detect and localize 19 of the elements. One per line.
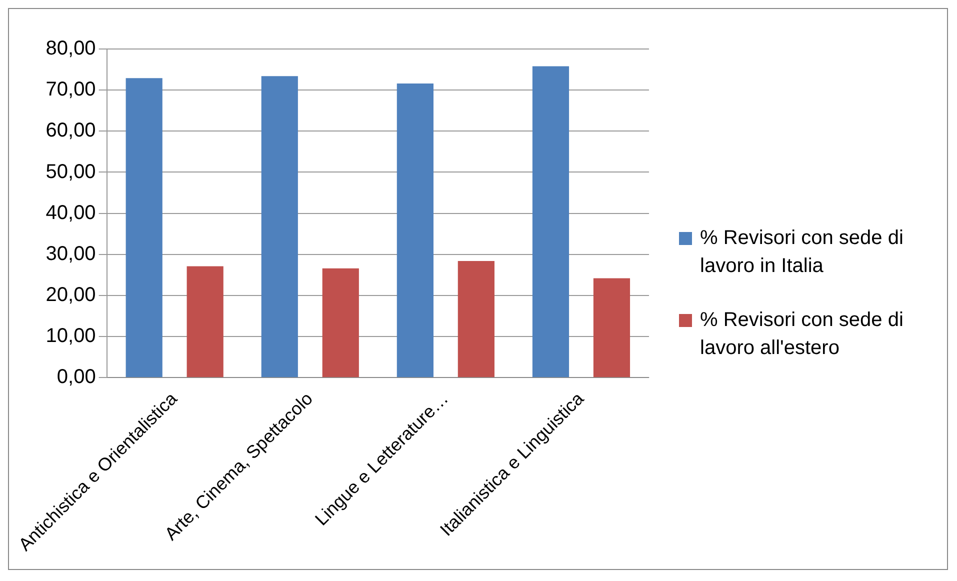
bar — [396, 84, 434, 378]
y-tick-label: 10,00 — [46, 325, 96, 348]
y-tick-label: 20,00 — [46, 284, 96, 306]
legend-label: % Revisori con sede di lavoro in Italia — [700, 226, 904, 279]
bar — [126, 78, 162, 378]
y-tick-label: 30,00 — [46, 242, 96, 265]
bar — [532, 66, 570, 378]
y-tick-label: 70,00 — [46, 78, 96, 101]
bar — [186, 266, 224, 378]
legend-label: % Revisori con sede di lavoro all'estero — [700, 308, 904, 361]
y-tick-label: 60,00 — [46, 120, 96, 142]
bar — [322, 268, 359, 378]
y-tick-label: 0,00 — [56, 366, 96, 388]
y-tick-label: 40,00 — [46, 202, 96, 224]
bar — [458, 260, 494, 378]
bar — [593, 278, 630, 378]
bar — [261, 76, 298, 378]
y-tick-label: 50,00 — [46, 160, 96, 183]
y-tick-label: 80,00 — [46, 38, 96, 60]
